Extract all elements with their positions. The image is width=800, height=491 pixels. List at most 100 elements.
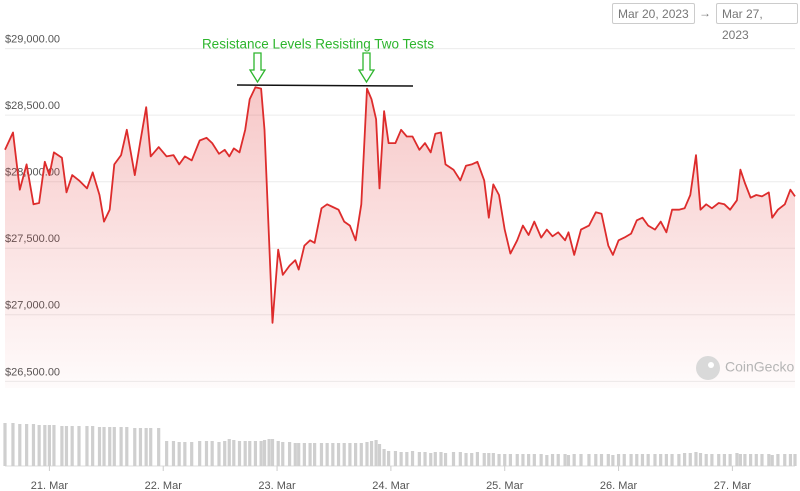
volume-bar (342, 443, 346, 466)
volume-bar (594, 454, 598, 466)
volume-bar (281, 442, 285, 466)
volume-bar (11, 423, 15, 466)
plot (3, 86, 797, 466)
volume-bar (399, 452, 403, 466)
volume-bar (223, 441, 227, 466)
volume-bar (653, 454, 657, 466)
volume-bar (698, 453, 703, 466)
volume-bar (243, 441, 247, 466)
y-tick-label: $29,000.00 (5, 34, 60, 46)
volume-bar (417, 452, 421, 466)
volume-bar (635, 454, 639, 466)
volume-bar (487, 453, 491, 466)
volume-bar (177, 442, 181, 466)
volume-bar (47, 425, 51, 466)
volume-bar (410, 451, 415, 466)
volume-bar (572, 454, 576, 466)
volume-bar (85, 426, 89, 466)
volume-bar (788, 454, 793, 466)
volume-bar (451, 452, 456, 466)
volume-bar (704, 454, 708, 466)
volume-bar (563, 454, 567, 466)
volume-bar (664, 454, 668, 466)
volume-bar (749, 454, 753, 466)
watermark: CoinGecko (725, 359, 794, 375)
volume-bar (793, 454, 797, 466)
resistance-line (236, 84, 414, 87)
volume-bar (183, 442, 187, 466)
price-line (4, 86, 796, 324)
volume-bar (475, 452, 480, 466)
arrow-marker (357, 52, 376, 84)
date-from[interactable]: Mar 20, 2023 (612, 3, 695, 24)
volume-bar (297, 443, 301, 466)
volume-bar (313, 443, 317, 466)
volume-bar (125, 427, 129, 466)
volume-bar (267, 439, 271, 466)
volume-bar (382, 449, 386, 466)
volume-bar (60, 426, 64, 466)
volume-bar (210, 441, 214, 466)
volume-bar (503, 454, 507, 466)
volume-bar (331, 443, 335, 466)
volume-bar (336, 443, 341, 466)
volume-bar (253, 441, 258, 466)
volume-bar (491, 453, 495, 466)
volume-bar (270, 439, 275, 466)
volume-bar (579, 454, 583, 466)
volume-bar (783, 454, 787, 466)
volume-bar (232, 440, 236, 466)
volume-bar (527, 454, 531, 466)
volume-bar (31, 424, 36, 466)
volume-bar (108, 427, 112, 466)
volume-bar (18, 424, 22, 466)
volume-bar (43, 425, 47, 466)
volume-bar (262, 440, 267, 466)
volume-bar (611, 455, 615, 466)
volume-bar (91, 426, 95, 466)
watermark-logo-eye (708, 362, 714, 368)
volume-bar (770, 455, 774, 466)
date-separator: → (699, 6, 711, 20)
volume-bar (365, 442, 369, 466)
volume-bar (354, 443, 358, 466)
volume-bar (717, 454, 721, 466)
y-tick-label: $28,500.00 (5, 100, 60, 112)
arrow-marker (248, 52, 267, 84)
volume-bar (622, 454, 626, 466)
volume-bar (308, 443, 312, 466)
volume-bar (776, 454, 780, 466)
volume-bar (287, 442, 292, 466)
volume-bar (566, 455, 571, 466)
volume-bar (616, 454, 621, 466)
volume-bar (640, 454, 645, 466)
area (5, 87, 795, 388)
volume-bar (497, 454, 501, 466)
volume-bar (760, 454, 764, 466)
volume-bar (204, 441, 209, 466)
volume-bar (149, 428, 153, 466)
volume-bar (599, 454, 604, 466)
volume-bar (144, 428, 148, 466)
volume-bar (359, 443, 363, 466)
volume-bar (190, 442, 194, 466)
volume-bar (539, 454, 543, 466)
volume-bar (521, 454, 525, 466)
volume-bar (429, 453, 433, 466)
volume-bar (677, 454, 681, 466)
volume-bar (217, 442, 221, 466)
date-to[interactable]: Mar 27, 2023 (716, 3, 798, 42)
volume-bar (722, 454, 727, 466)
volume-bar (102, 427, 106, 466)
volume-bar (670, 454, 674, 466)
x-tick-label: 23. Mar (258, 480, 296, 491)
volume-bar (302, 443, 306, 466)
volume-bar (688, 453, 692, 466)
volume-bar (470, 453, 474, 466)
volume-bar (237, 441, 242, 466)
volume-bar (682, 453, 687, 466)
volume-bar (458, 452, 462, 466)
x-tick-label: 26. Mar (600, 480, 638, 491)
volume-bar (439, 452, 443, 466)
